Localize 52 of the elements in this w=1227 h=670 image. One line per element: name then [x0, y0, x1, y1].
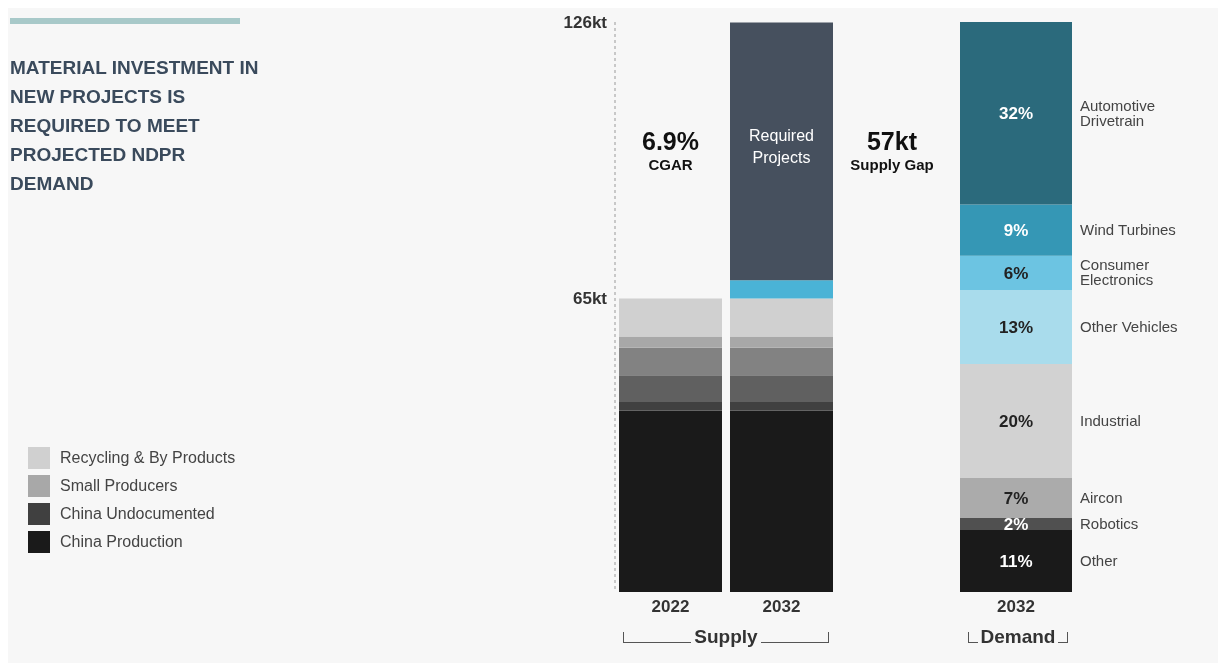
bar [960, 204, 1072, 256]
series-label: Other [1080, 551, 1118, 569]
legend-label: China Production [59, 532, 184, 552]
bar [619, 410, 722, 592]
y-tick-label: 126kt [563, 13, 608, 33]
series-label: Consumer Electronics [1080, 256, 1154, 289]
data-label: 6% [1003, 263, 1029, 283]
series-label: Wind Turbines [1080, 221, 1176, 239]
bar [960, 478, 1072, 518]
x-tick-label: 2032 [997, 597, 1035, 617]
text: MATERIAL INVESTMENT IN NEW PROJECTS IS REQUIRED TO MEET PROJECTED NDPR DEMAND [10, 56, 260, 196]
bar [730, 280, 833, 299]
data-label: 2% [1003, 514, 1029, 534]
bar [730, 347, 833, 376]
text: 57kt Supply Gap [849, 126, 935, 173]
bar [730, 22, 833, 281]
series-label: Other Vehicles [1080, 317, 1178, 335]
series-label: Robotics [1080, 514, 1139, 532]
bar [960, 289, 1072, 364]
series-label: Automotive Drivetrain [1080, 96, 1156, 129]
data-label: 11% [999, 551, 1033, 571]
bar [619, 375, 722, 402]
bar [960, 255, 1072, 290]
series-label: Required Projects [749, 127, 814, 167]
legend-label: Small Producers [59, 476, 179, 496]
text: Supply [691, 626, 761, 647]
annotation: 6.9% CGAR [641, 126, 700, 173]
y-tick-label: 65kt [572, 288, 608, 308]
bar [619, 347, 722, 376]
bar [730, 298, 833, 337]
bar [960, 529, 1072, 592]
bar [730, 410, 833, 592]
bar [619, 336, 722, 348]
data-label: 7% [1003, 488, 1029, 508]
series-label: Industrial [1080, 412, 1141, 429]
bar [730, 402, 833, 411]
bar [619, 298, 722, 337]
data-label: 9% [1003, 221, 1029, 241]
x-tick-label: 2032 [762, 597, 801, 617]
data-label: 13% [998, 317, 1034, 337]
text: Demand [977, 626, 1059, 647]
bar [730, 336, 833, 348]
bar [730, 375, 833, 402]
bar [960, 364, 1072, 478]
legend-label: Recycling & By Products [59, 448, 237, 468]
data-label: 32% [998, 104, 1034, 124]
series-label: Aircon [1080, 488, 1123, 506]
bar [619, 402, 722, 411]
bar [960, 22, 1072, 205]
x-tick-label: 2022 [651, 597, 690, 617]
legend-label: China Undocumented [59, 504, 216, 524]
data-label: 20% [998, 412, 1034, 431]
